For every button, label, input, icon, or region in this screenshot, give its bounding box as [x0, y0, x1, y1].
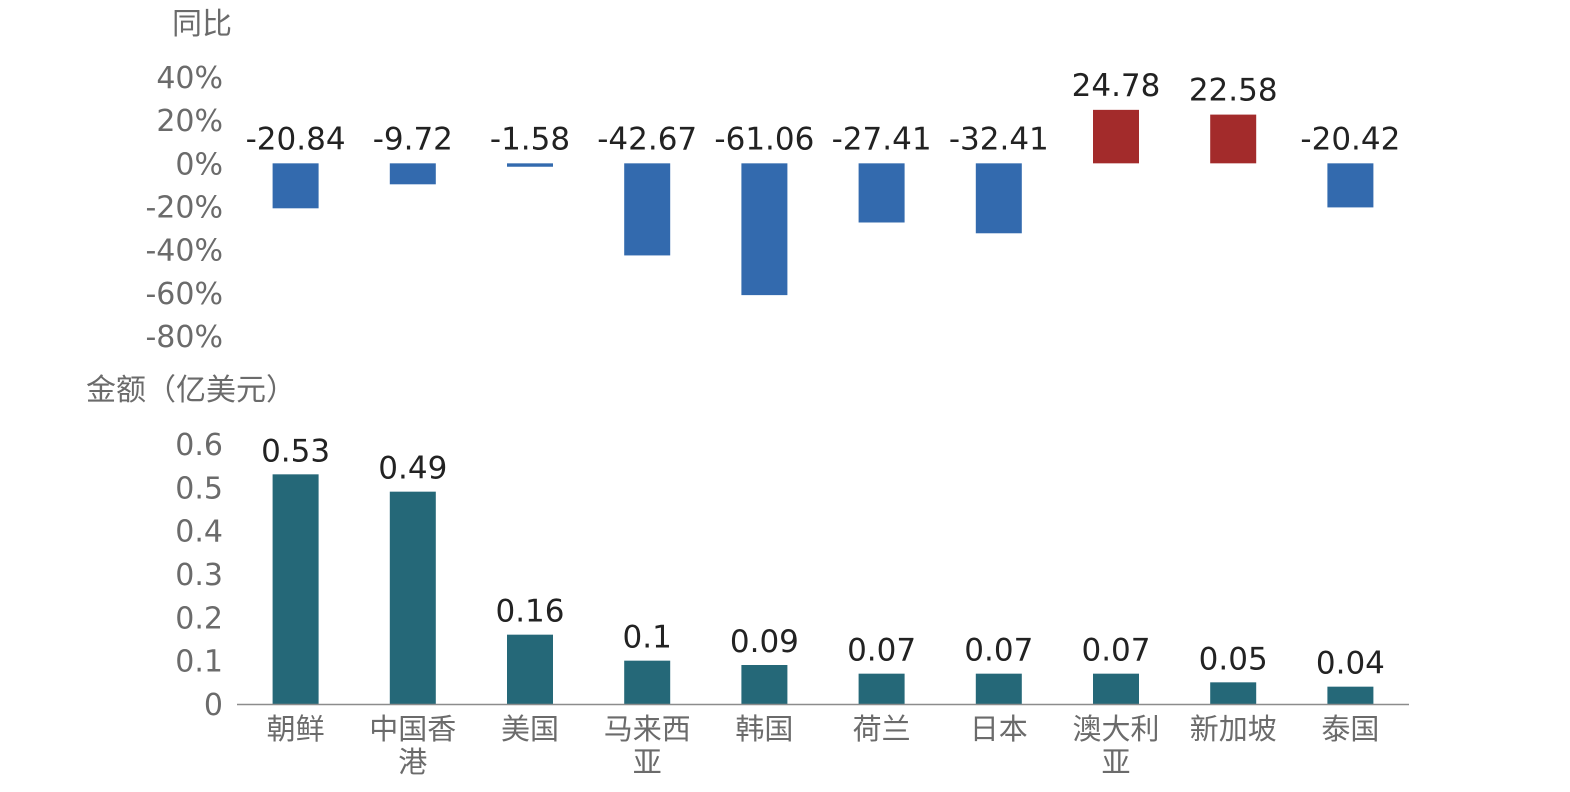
- yoy-data-labels: -20.84 -9.72 -1.58 -42.67 -61.06 -27.41 -32.41…: [246, 68, 1401, 157]
- amount-y-ticks: 0.6 0.5 0.4 0.3 0.2 0.1 0: [175, 428, 223, 723]
- amount-bars: [272, 474, 1374, 704]
- amount-data-label: 0.49: [378, 451, 447, 487]
- yoy-tick-label: 20%: [156, 104, 223, 139]
- yoy-bar: [1327, 163, 1374, 208]
- amount-tick-label: 0.3: [175, 558, 223, 593]
- yoy-data-label: -1.58: [490, 121, 570, 157]
- amount-bar: [624, 660, 671, 704]
- category-label: 新加坡: [1190, 712, 1277, 746]
- yoy-bar: [975, 163, 1022, 234]
- amount-data-label: 0.07: [847, 633, 916, 669]
- category-label: 中国香港: [369, 712, 456, 779]
- category-label: 马来西亚: [604, 712, 691, 779]
- yoy-tick-label: -60%: [145, 277, 223, 312]
- yoy-tick-label: 0%: [175, 147, 223, 182]
- amount-data-label: 0.07: [1081, 633, 1150, 669]
- yoy-data-label: -20.84: [246, 121, 346, 157]
- amount-data-label: 0.16: [495, 594, 564, 630]
- yoy-bar: [624, 163, 671, 256]
- amount-data-label: 0.53: [261, 433, 330, 469]
- yoy-bar: [858, 163, 905, 223]
- category-label: 美国: [501, 712, 559, 746]
- yoy-data-label: -20.42: [1300, 121, 1400, 157]
- category-label: 朝鲜: [267, 712, 325, 746]
- amount-data-label: 0.1: [623, 620, 672, 656]
- category-label: 澳大利亚: [1072, 712, 1159, 779]
- amount-bar: [975, 673, 1022, 704]
- yoy-bar: [507, 163, 553, 167]
- yoy-data-label: -61.06: [714, 121, 814, 157]
- yoy-tick-label: -20%: [145, 191, 223, 226]
- amount-bar-chart: 金额（亿美元） 0.6 0.5 0.4 0.3 0.2 0.1 0 0.53 0.49 0.16…: [86, 373, 1409, 779]
- yoy-data-label: -32.41: [949, 121, 1049, 157]
- yoy-data-label: -27.41: [832, 121, 932, 157]
- amount-tick-label: 0.1: [175, 645, 223, 680]
- amount-bar: [1093, 673, 1139, 704]
- yoy-y-ticks: 40% 20% 0% -20% -40% -60% -80%: [145, 61, 223, 355]
- amount-tick-label: 0.4: [175, 515, 223, 550]
- yoy-tick-label: 40%: [156, 61, 223, 96]
- yoy-data-label: 24.78: [1072, 68, 1161, 104]
- yoy-data-label: -9.72: [373, 121, 453, 157]
- yoy-data-label: -42.67: [597, 121, 697, 157]
- yoy-bar: [1210, 114, 1257, 164]
- amount-bar: [507, 634, 553, 704]
- amount-data-label: 0.09: [730, 624, 799, 660]
- amount-tick-label: 0.5: [175, 471, 223, 506]
- amount-bar: [858, 673, 905, 704]
- yoy-tick-label: -40%: [145, 234, 223, 269]
- yoy-data-label: 22.58: [1189, 73, 1278, 109]
- category-label: 泰国: [1321, 712, 1379, 746]
- amount-data-labels: 0.53 0.49 0.16 0.1 0.09 0.07 0.07 0.07 0.05 0.04: [261, 433, 1385, 681]
- yoy-bars: [272, 109, 1374, 296]
- amount-bar: [1210, 682, 1257, 704]
- yoy-bar: [389, 163, 436, 185]
- yoy-axis-title: 同比: [172, 7, 232, 42]
- amount-bar: [389, 491, 436, 704]
- amount-data-label: 0.07: [964, 633, 1033, 669]
- amount-data-label: 0.04: [1316, 646, 1385, 682]
- category-label: 日本: [970, 712, 1028, 746]
- category-label: 韩国: [735, 712, 793, 746]
- yoy-bar: [1093, 109, 1139, 164]
- amount-tick-label: 0: [204, 688, 223, 723]
- yoy-bar: [272, 163, 319, 209]
- amount-data-label: 0.05: [1199, 641, 1268, 677]
- amount-bar: [1327, 686, 1374, 704]
- category-label: 荷兰: [853, 712, 911, 746]
- amount-bar: [272, 474, 319, 704]
- amount-tick-label: 0.2: [175, 601, 223, 636]
- yoy-bar-chart: 同比 40%20%0%-20%-40%-60%-80% -20.84 -9.72-…: [145, 7, 1400, 355]
- yoy-tick-label: -80%: [145, 320, 223, 355]
- amount-axis-title: 金额（亿美元）: [86, 373, 296, 408]
- amount-tick-label: 0.6: [175, 428, 223, 463]
- amount-bar: [741, 665, 788, 704]
- yoy-bar: [741, 163, 788, 296]
